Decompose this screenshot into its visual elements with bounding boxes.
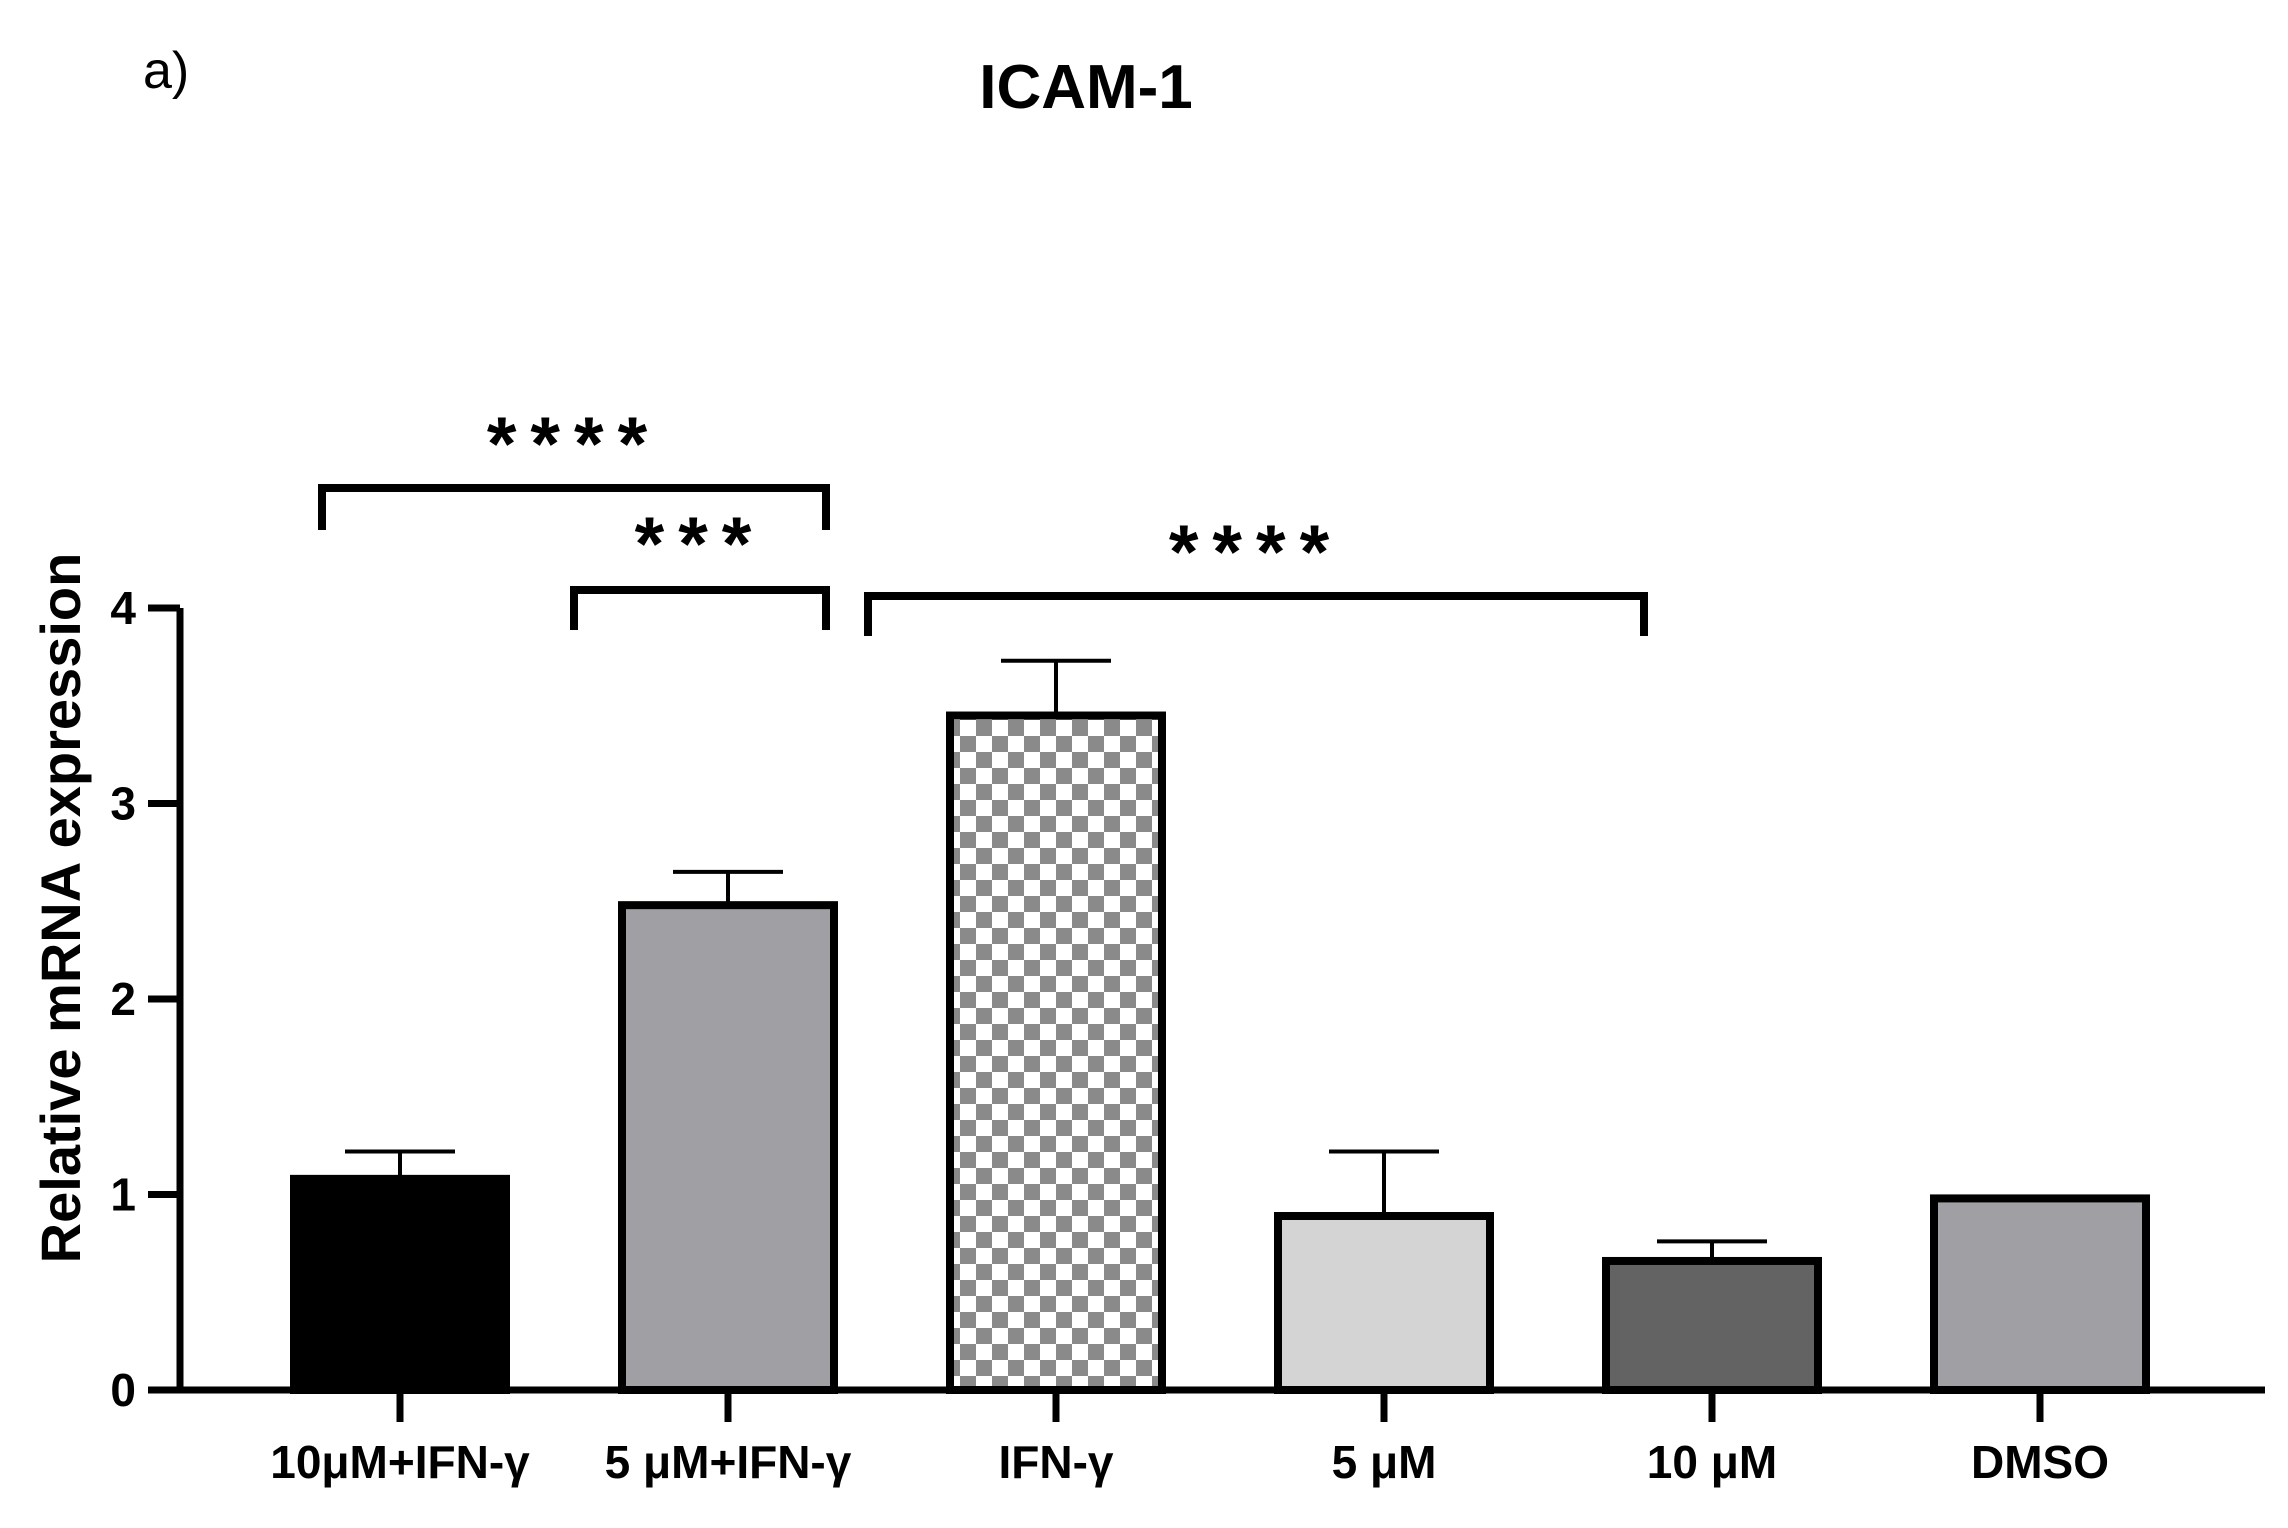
significance-bracket [864, 592, 1648, 636]
bar [290, 1174, 510, 1394]
y-tick-label: 2 [110, 973, 136, 1025]
bar [946, 711, 1166, 1394]
y-tick-label: 3 [110, 778, 136, 830]
plot-area: 0 1 2 3 4 10μM+IFN-γ 5 μM+IFN-γ IFN-γ 5 μM 10 μM D… [110, 402, 2265, 1488]
y-tick-label: 4 [110, 582, 136, 634]
x-category-label: 5 μM [1332, 1436, 1437, 1488]
bar [1602, 1256, 1822, 1394]
significance-label: **** [1169, 510, 1343, 595]
y-tick-label: 1 [110, 1169, 136, 1221]
significance-label: *** [635, 502, 766, 587]
significance-bracket [318, 484, 830, 530]
x-category-label: 5 μM+IFN-γ [605, 1436, 852, 1488]
y-tick-label: 0 [110, 1364, 136, 1416]
y-axis-label: Relative mRNA expression [29, 553, 92, 1264]
x-category-label: IFN-γ [999, 1436, 1114, 1488]
x-category-label: 10μM+IFN-γ [270, 1436, 530, 1488]
chart-title: ICAM-1 [979, 53, 1193, 122]
bar [1274, 1212, 1494, 1394]
significance-bracket [570, 586, 830, 630]
bar [1930, 1194, 2150, 1395]
x-category-label: 10 μM [1647, 1436, 1777, 1488]
panel-label: a) [143, 42, 189, 100]
bar [618, 901, 838, 1394]
significance-label: **** [487, 402, 661, 487]
x-category-label: DMSO [1971, 1436, 2109, 1488]
